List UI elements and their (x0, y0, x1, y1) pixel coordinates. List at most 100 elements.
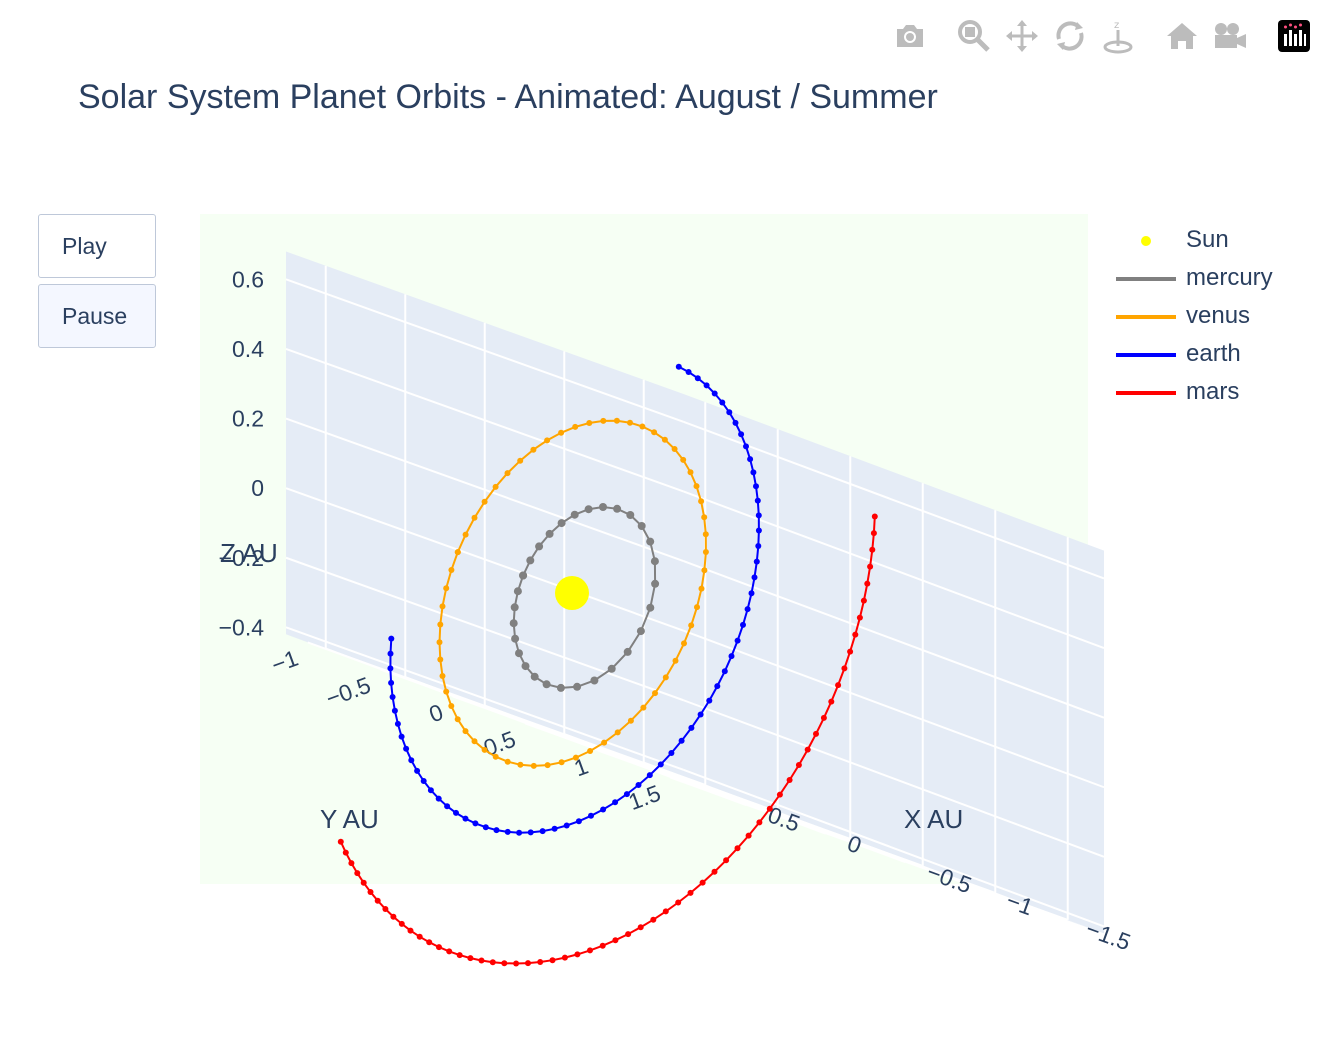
legend-item-earth[interactable]: earth (1110, 336, 1320, 374)
venus-point (454, 716, 461, 723)
turntable-rotation-icon[interactable]: z (1098, 16, 1138, 56)
venus-point (544, 437, 551, 444)
earth-point (726, 409, 733, 416)
camera-view-icon[interactable] (1210, 16, 1250, 56)
legend-item-venus[interactable]: venus (1110, 298, 1320, 336)
mars-point (734, 845, 741, 852)
venus-point (687, 469, 694, 476)
mars-point (675, 899, 682, 906)
mercury-point (521, 662, 530, 671)
mars-point (625, 931, 632, 938)
earth-point (551, 825, 558, 832)
venus-point (572, 423, 579, 430)
mercury-point (570, 510, 579, 519)
venus-point (680, 456, 687, 463)
svg-text:z: z (1114, 20, 1119, 31)
earth-point (740, 621, 746, 628)
mars-point (869, 546, 876, 553)
venus-point (436, 639, 443, 646)
y-tick-label: 0.5 (480, 726, 519, 761)
earth-point (414, 767, 421, 774)
z-tick-label: 0.4 (232, 336, 264, 362)
play-button[interactable]: Play (38, 214, 156, 278)
x-axis-title: X AU (904, 804, 963, 834)
legend-label-venus: venus (1186, 302, 1251, 329)
earth-point (734, 637, 741, 644)
earth-point (744, 606, 751, 613)
mars-point (407, 927, 414, 934)
mercury-point (650, 557, 659, 566)
earth-point (753, 558, 760, 565)
earth-point (751, 574, 758, 581)
legend-line-earth (1116, 353, 1176, 357)
venus-point (443, 688, 450, 695)
earth-point (482, 824, 489, 831)
mercury-point (510, 603, 519, 612)
zoom-icon[interactable] (954, 16, 994, 56)
y-axis-title: Y AU (320, 804, 379, 834)
mars-point (416, 933, 423, 940)
series-mercury (509, 503, 660, 692)
mars-point (426, 939, 433, 946)
earth-point (646, 772, 653, 779)
y-tick-label: 0 (426, 699, 447, 728)
mars-point (360, 879, 367, 886)
venus-point (558, 759, 565, 766)
venus-point (462, 728, 469, 735)
mars-point (804, 746, 811, 753)
legend-item-mars[interactable]: mars (1110, 374, 1320, 412)
orbit-rotation-icon[interactable] (1050, 16, 1090, 56)
camera-icon[interactable] (890, 16, 930, 56)
mars-point (766, 805, 773, 812)
mars-point (467, 955, 474, 962)
mercury-point (542, 680, 551, 689)
earth-point (678, 737, 685, 744)
mars-point (354, 870, 361, 877)
mars-point (374, 897, 381, 904)
venus-point (504, 470, 511, 477)
grid-z-left (285, 348, 684, 493)
mars-point (723, 857, 730, 864)
legend-label-mars: mars (1186, 378, 1240, 405)
earth-point (388, 635, 395, 642)
grid-z-right (683, 629, 1105, 789)
legend-item-sun[interactable]: Sun (1110, 222, 1320, 260)
venus-point (448, 703, 455, 709)
earth-point (394, 720, 401, 727)
legend-label-mercury: mercury (1186, 264, 1273, 291)
pan-icon[interactable] (1002, 16, 1042, 56)
chart-title: Solar System Planet Orbits - Animated: A… (78, 78, 938, 116)
earth-point (389, 694, 396, 700)
series-mars (337, 513, 878, 967)
earth-point (398, 733, 405, 740)
mars-point (867, 563, 874, 570)
venus-point (600, 417, 607, 424)
y-tick-label: −0.5 (322, 672, 374, 712)
earth-point (657, 761, 664, 768)
venus-point (627, 419, 633, 426)
pause-button[interactable]: Pause (38, 284, 156, 348)
mercury-point (636, 627, 645, 636)
z-axis-title: Z AU (220, 538, 278, 568)
earth-point (668, 750, 675, 756)
plotly-logo-icon[interactable] (1274, 16, 1314, 56)
venus-point (671, 446, 678, 452)
mars-point (367, 889, 374, 895)
legend-item-mercury[interactable]: mercury (1110, 260, 1320, 298)
earth-point (728, 653, 735, 660)
series-earth (387, 363, 762, 836)
mars-point (599, 942, 606, 949)
earth-point (697, 711, 704, 718)
back-wall-right (683, 394, 1104, 934)
home-icon[interactable] (1162, 16, 1202, 56)
venus-point (481, 746, 488, 753)
venus-point (601, 739, 608, 746)
mars-point (612, 937, 619, 944)
mercury-point (626, 511, 635, 519)
mars-point (870, 530, 877, 537)
mercury-point (535, 542, 544, 551)
earth-point (755, 543, 762, 549)
venus-point (517, 761, 524, 768)
earth-point (462, 815, 469, 822)
earth-point (623, 791, 630, 798)
